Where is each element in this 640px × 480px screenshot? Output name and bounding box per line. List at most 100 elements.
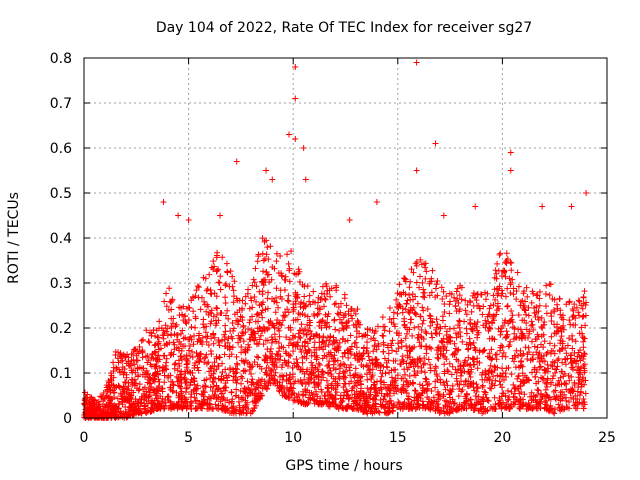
- data-point: [299, 311, 306, 318]
- data-point: [419, 402, 426, 409]
- data-point: [215, 317, 222, 324]
- data-point: [151, 342, 158, 349]
- data-point: [390, 321, 397, 328]
- data-point: [247, 295, 254, 302]
- data-point: [148, 354, 155, 361]
- data-point: [542, 379, 549, 386]
- data-point: [388, 367, 395, 374]
- data-point: [429, 334, 436, 341]
- data-point: [523, 326, 530, 333]
- data-point: [434, 292, 441, 299]
- data-point: [404, 326, 411, 333]
- data-point: [372, 389, 379, 396]
- data-point: [241, 385, 248, 392]
- data-point: [501, 269, 508, 276]
- data-point: [273, 294, 280, 301]
- data-point: [493, 356, 500, 363]
- data-point: [551, 321, 558, 328]
- data-point: [486, 324, 493, 331]
- data-point: [223, 374, 230, 381]
- data-point: [579, 401, 586, 408]
- data-point: [173, 321, 180, 328]
- data-point: [395, 304, 402, 311]
- data-point: [121, 366, 128, 373]
- data-point: [548, 333, 555, 340]
- data-point: [122, 404, 129, 411]
- data-point: [562, 345, 569, 352]
- data-point: [319, 338, 326, 345]
- data-point: [253, 311, 260, 318]
- data-point: [179, 405, 186, 412]
- data-point: [278, 272, 285, 279]
- data-point: [492, 364, 499, 371]
- data-point: [515, 372, 522, 379]
- data-point: [492, 296, 499, 303]
- data-point: [287, 385, 294, 392]
- data-point: [160, 199, 167, 205]
- data-point: [301, 353, 308, 360]
- data-point: [544, 392, 551, 399]
- data-point: [100, 389, 107, 396]
- data-point: [541, 338, 548, 345]
- data-point: [404, 297, 411, 304]
- data-point: [580, 344, 587, 351]
- data-point: [472, 402, 479, 409]
- data-point: [558, 333, 565, 340]
- data-point: [453, 334, 460, 341]
- x-tick-label: 15: [389, 430, 407, 446]
- data-point: [535, 308, 542, 315]
- data-point: [432, 364, 439, 371]
- data-point: [410, 269, 417, 276]
- data-point: [507, 317, 514, 324]
- data-point: [486, 385, 493, 392]
- data-point: [236, 402, 243, 409]
- data-point: [190, 341, 197, 348]
- data-point: [577, 389, 584, 396]
- data-point: [428, 289, 435, 296]
- data-point: [268, 353, 275, 360]
- data-point: [520, 302, 527, 309]
- data-point: [429, 267, 436, 274]
- data-point: [115, 359, 122, 366]
- data-point: [581, 288, 588, 295]
- data-point: [281, 357, 288, 364]
- data-point: [347, 350, 354, 357]
- data-point: [192, 292, 199, 299]
- data-point: [184, 402, 191, 409]
- data-point: [176, 347, 183, 354]
- data-point: [410, 304, 417, 311]
- data-point: [354, 382, 361, 389]
- data-point: [307, 301, 314, 308]
- data-point: [536, 288, 543, 295]
- data-point: [305, 346, 312, 353]
- data-point: [408, 398, 415, 405]
- data-point: [331, 358, 338, 365]
- data-point: [212, 401, 219, 408]
- data-point: [577, 357, 584, 364]
- data-point: [335, 304, 342, 311]
- data-point: [574, 405, 581, 412]
- data-point: [409, 379, 416, 386]
- data-point: [562, 361, 569, 368]
- data-point: [110, 359, 117, 366]
- data-point: [375, 343, 382, 350]
- data-point: [103, 382, 110, 389]
- data-point: [115, 405, 122, 412]
- data-point: [222, 294, 229, 301]
- data-point: [183, 385, 190, 392]
- data-point: [134, 400, 141, 407]
- y-tick-label: 0.8: [50, 51, 72, 67]
- data-point: [253, 353, 260, 360]
- data-point: [498, 287, 505, 294]
- data-point: [277, 293, 284, 300]
- data-point: [183, 364, 190, 371]
- data-point: [463, 311, 470, 318]
- data-point: [327, 349, 334, 356]
- data-point: [91, 410, 98, 417]
- data-point: [422, 328, 429, 335]
- data-point: [264, 295, 271, 302]
- data-point: [251, 330, 258, 337]
- data-point: [487, 362, 494, 369]
- data-point: [370, 381, 377, 388]
- data-point: [465, 354, 472, 361]
